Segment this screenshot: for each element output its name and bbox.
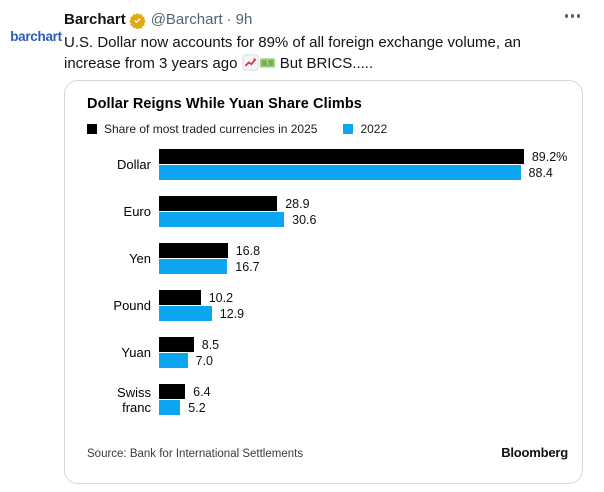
chart-row: Swiss franc 6.4 5.2 [87,384,568,415]
legend-label: 2022 [360,122,388,136]
bar-2025: 6.4 [159,384,211,399]
gold-verified-badge-icon [128,12,146,29]
bar-2025: 10.2 [159,290,233,305]
chart-image-card[interactable]: Dollar Reigns While Yuan Share Climbs Sh… [64,80,583,484]
handle-group: @Barchart · 9h [151,10,253,30]
svg-text:$: $ [266,61,269,67]
bar-2025: 8.5 [159,337,219,352]
value-label: 5.2 [188,400,206,415]
chart-footer: Source: Bank for International Settlemen… [87,445,568,460]
legend-swatch [87,124,97,134]
value-label: 16.8 [235,243,261,258]
tweet-text-2: But BRICS..... [275,55,374,72]
category-label: Yen [129,251,151,266]
value-label: 10.2 [208,290,234,305]
author-name[interactable]: Barchart [64,11,126,28]
category-label: Dollar [117,157,151,172]
value-label: 8.5 [201,337,220,352]
bar-group: 28.9 30.6 [159,196,568,227]
chart-row: Yuan 8.5 7.0 [87,337,568,368]
bar-2022: 7.0 [159,353,213,368]
value-label: 6.4 [193,384,211,399]
chart-row: Yen 16.8 16.7 [87,243,568,274]
legend-label: Share of most traded currencies in 2025 [104,122,318,136]
chart-row: Pound 10.2 12.9 [87,290,568,321]
value-label: 12.9 [219,306,245,321]
bar-group: 10.2 12.9 [159,290,568,321]
bar-group: 89.2% 88.4 [159,149,568,180]
bar-2025: 89.2% [159,149,567,164]
value-label: 16.7 [235,259,260,274]
bar-group: 8.5 7.0 [159,337,568,368]
bloomberg-logo: Bloomberg [501,445,568,460]
tweet: Barchart @Barchart · 9h U.S. Dollar now … [64,10,592,74]
category-label: Swiss franc [117,384,151,415]
chart-increasing-emoji-icon [242,54,259,71]
legend-swatch [343,124,354,134]
tweet-body: U.S. Dollar now accounts for 89% of all … [64,32,566,74]
chart-rows: Dollar 89.2% 88.4 Euro 28.9 30.6 Yen 16.8 16.7 Po… [87,149,568,415]
chart-title: Dollar Reigns While Yuan Share Climbs [87,96,362,112]
chart-row: Euro 28.9 30.6 [87,196,568,227]
tweet-text-1: U.S. Dollar now accounts for 89% of all … [64,34,521,72]
chart-legend: Share of most traded currencies in 2025 2… [87,122,568,136]
bar-2022: 88.4 [159,165,553,180]
legend-item: 2022 [343,122,387,136]
value-label: 7.0 [195,353,214,368]
bar-2025: 16.8 [159,243,260,258]
category-label: Euro [123,204,151,219]
bar-2022: 16.7 [159,259,260,274]
bar-2022: 5.2 [159,400,206,415]
handle[interactable]: @Barchart [150,11,223,28]
bar-group: 16.8 16.7 [159,243,568,274]
more-options-icon[interactable] [563,12,583,20]
bar-2025: 28.9 [159,196,310,211]
value-label: 89.2% [531,149,568,164]
bar-group: 6.4 5.2 [159,384,568,415]
value-label: 88.4 [528,165,553,180]
chart-row: Dollar 89.2% 88.4 [87,149,568,180]
source-note: Source: Bank for International Settlemen… [87,448,304,460]
separator-dot: · [226,11,232,28]
avatar[interactable]: barchart [10,12,62,60]
value-label: 30.6 [292,212,317,227]
bar-2022: 12.9 [159,306,244,321]
legend-item: Share of most traded currencies in 2025 [87,122,317,136]
dollar-banknote-emoji-icon: $ [259,54,276,71]
bar-2022: 30.6 [159,212,316,227]
value-label: 28.9 [285,196,310,211]
timestamp[interactable]: 9h [235,11,253,28]
category-label: Pound [113,298,151,313]
category-label: Yuan [121,345,151,360]
tweet-header: Barchart @Barchart · 9h [64,10,592,30]
